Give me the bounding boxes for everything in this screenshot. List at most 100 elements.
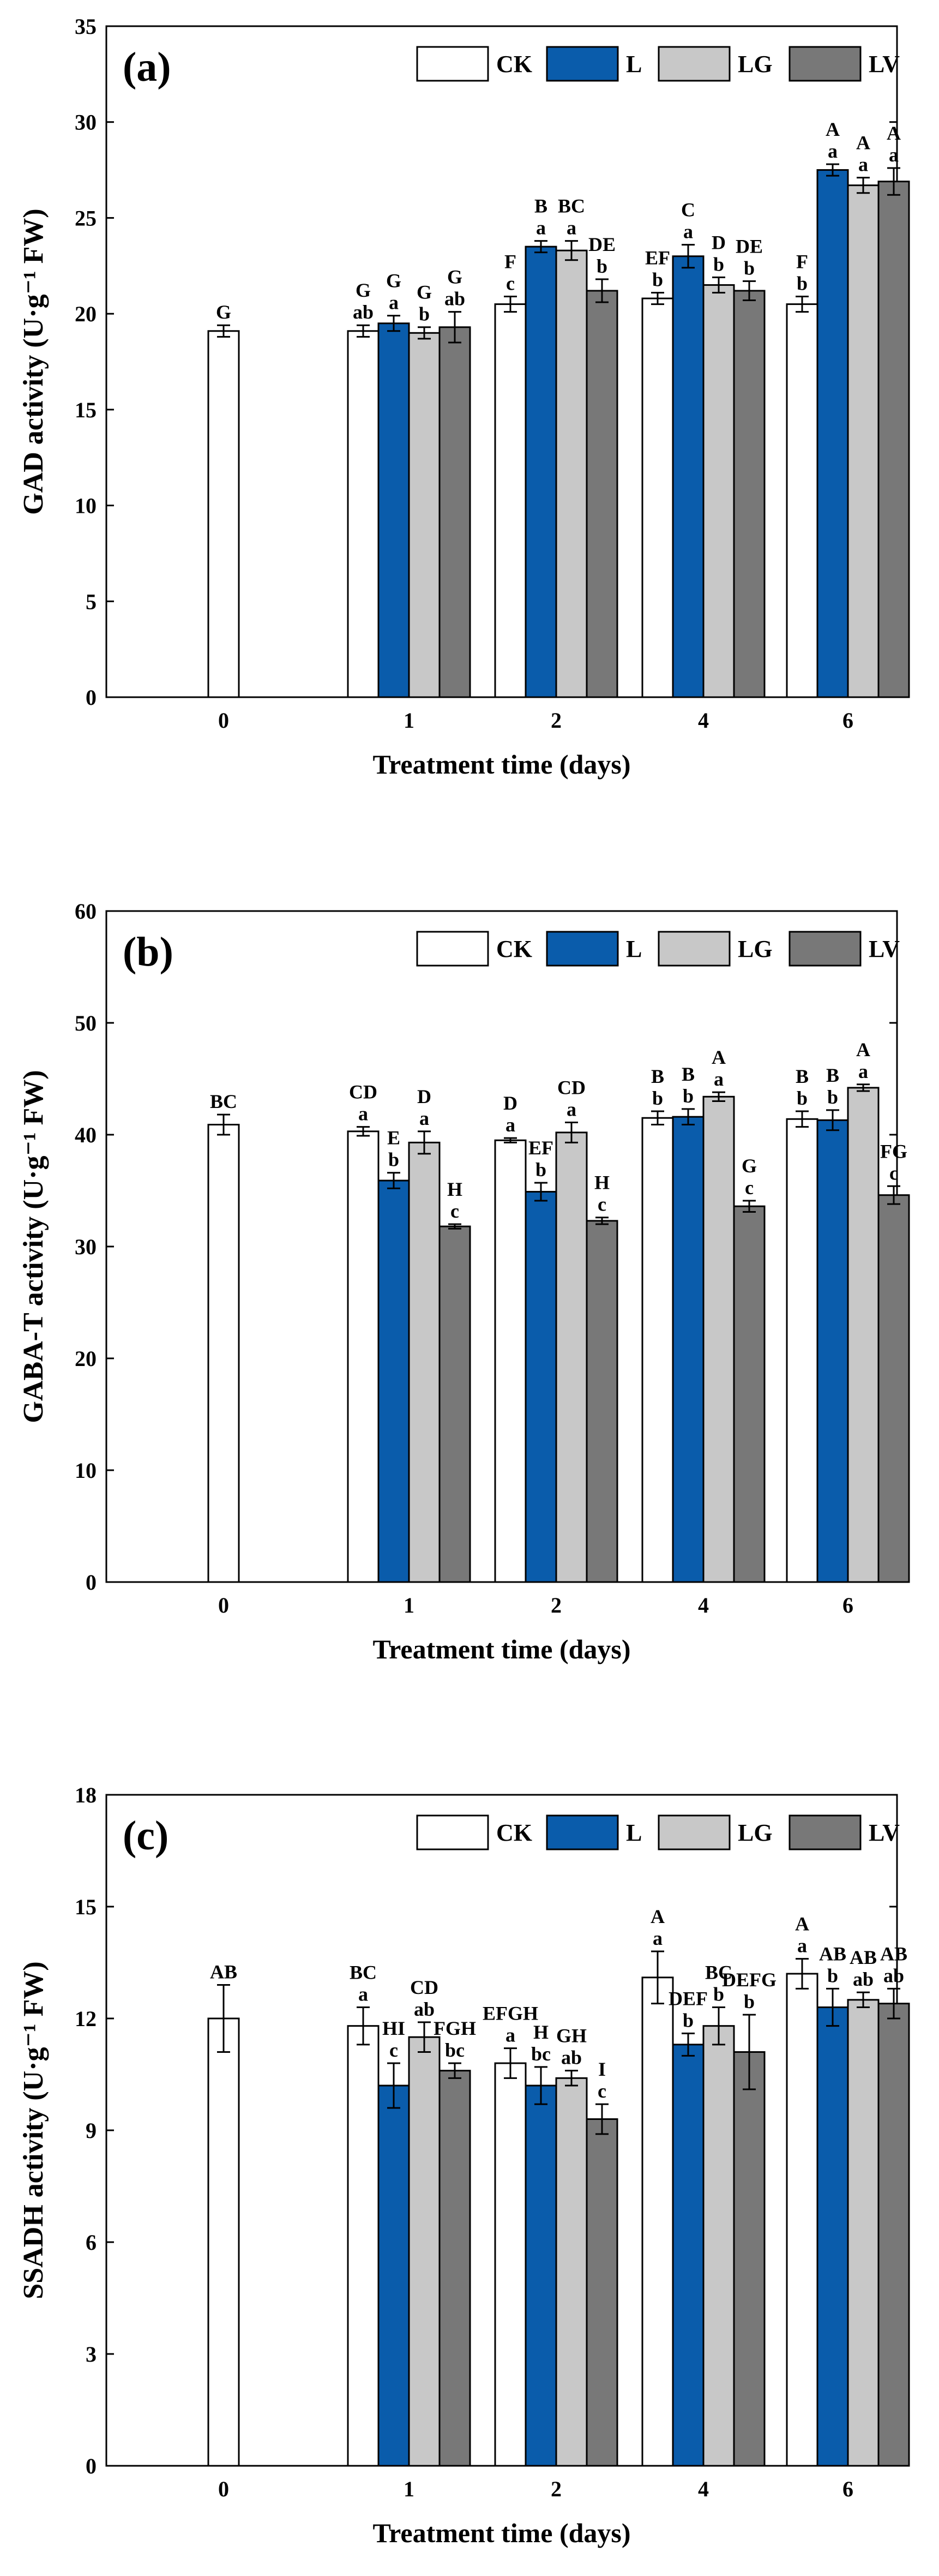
legend-label: LG (738, 1819, 773, 1846)
bar-ck-2 (494, 1139, 527, 1583)
significance-upper: G (356, 279, 371, 301)
y-tick-label: 9 (86, 2118, 97, 2143)
significance-lower: a (889, 144, 899, 166)
significance-upper: BC (558, 195, 585, 217)
significance-upper: AB (850, 1946, 877, 1968)
bar-lg-6 (847, 1999, 880, 2467)
significance-lower: b (797, 273, 808, 295)
significance-lower: a (858, 1061, 868, 1082)
significance-upper: G (417, 281, 432, 303)
y-tick-label: 30 (75, 1235, 97, 1259)
legend-swatch-ck (416, 46, 489, 82)
significance-upper: DE (736, 235, 763, 257)
significance-upper: CD (557, 1076, 586, 1098)
bar-ck-2 (494, 2062, 527, 2467)
bar-lv-4 (733, 290, 766, 698)
x-tick-label: 2 (551, 2477, 562, 2501)
significance-upper: BC (210, 1091, 237, 1112)
significance-upper: D (417, 1086, 431, 1107)
y-tick-label: 0 (86, 2454, 97, 2478)
bar-lg-4 (702, 284, 735, 698)
x-axis-title: Treatment time (days) (372, 1634, 630, 1664)
legend-swatch-l (546, 1814, 619, 1850)
chart-panel-1: 0 10 20 30 40 50 60 0 1 2 4 6 Treatment time (days) G… (18, 899, 910, 1664)
significance-upper: EF (645, 247, 670, 268)
bar-ck-6 (786, 303, 818, 698)
significance-upper: A (826, 118, 840, 140)
x-tick-label: 1 (404, 2477, 414, 2501)
bar-lv-4 (733, 2051, 766, 2467)
legend-swatch-ck (416, 931, 489, 967)
y-tick-label: 15 (75, 1895, 97, 1919)
significance-lower: a (358, 1103, 368, 1125)
bar-ck-2 (494, 303, 527, 698)
y-tick-label: 10 (75, 494, 97, 518)
significance-lower: c (506, 273, 515, 295)
significance-lower: c (745, 1177, 754, 1199)
significance-upper: A (856, 1039, 870, 1061)
legend-swatch-lv (788, 46, 862, 82)
significance-lower: b (827, 1964, 838, 1986)
legend-swatch-lv (788, 931, 862, 967)
y-tick-label: 20 (75, 1346, 97, 1371)
significance-upper: A (651, 1906, 665, 1927)
y-tick-label: 5 (86, 589, 97, 614)
legend-swatch-lg (658, 46, 731, 82)
bar-ck-0 (207, 330, 240, 698)
legend-label: CK (496, 51, 532, 77)
legend-swatch-ck (416, 1814, 489, 1850)
y-tick-label: 15 (75, 398, 97, 422)
significance-lower: c (450, 1200, 459, 1222)
significance-upper: EFGH (483, 2003, 538, 2024)
y-tick-label: 0 (86, 1570, 97, 1595)
bar-lg-6 (847, 184, 880, 698)
significance-upper: AB (819, 1943, 846, 1964)
bar-lg-1 (408, 1141, 441, 1583)
significance-upper: G (216, 301, 231, 323)
significance-lower: a (567, 217, 576, 239)
bar-l-4 (672, 255, 705, 698)
bar-lv-2 (586, 1220, 618, 1583)
bar-lg-2 (555, 1131, 588, 1583)
significance-lower: b (597, 255, 607, 277)
legend-label: LV (869, 936, 900, 962)
x-tick-label: 4 (698, 708, 709, 733)
bar-l-1 (377, 2084, 410, 2467)
significance-lower: a (389, 292, 399, 314)
y-tick-label: 35 (75, 14, 97, 39)
significance-upper: H (594, 1172, 610, 1194)
significance-upper: D (712, 231, 726, 253)
significance-upper: H (533, 2021, 549, 2043)
significance-lower: b (744, 257, 755, 279)
significance-lower: a (358, 1984, 368, 2005)
legend-label: L (626, 51, 642, 77)
significance-lower: bc (531, 2043, 551, 2065)
significance-upper: BC (350, 1962, 377, 1984)
x-tick-label: 1 (404, 1593, 414, 1618)
x-tick-label: 6 (842, 2477, 853, 2501)
legend-swatch-l (546, 46, 619, 82)
significance-upper: CD (349, 1081, 377, 1103)
x-axis-title: Treatment time (days) (372, 2518, 630, 2548)
x-tick-label: 0 (218, 708, 229, 733)
y-axis-title: GABA-T activity (U·g⁻¹ FW) (18, 1070, 49, 1423)
significance-upper: G (447, 266, 462, 288)
significance-lower: a (683, 221, 693, 243)
bar-ck-6 (786, 1118, 818, 1583)
significance-upper: H (447, 1178, 462, 1200)
significance-upper: B (651, 1065, 664, 1087)
bar-l-2 (525, 245, 557, 698)
significance-upper: F (796, 251, 808, 273)
bar-ck-1 (347, 2025, 380, 2467)
bar-ck-6 (786, 1973, 818, 2467)
significance-upper: C (681, 199, 695, 221)
significance-upper: FG (880, 1140, 907, 1162)
significance-lower: b (535, 1159, 546, 1181)
significance-lower: c (598, 2080, 606, 2102)
bar-lg-1 (408, 2036, 441, 2467)
significance-upper: E (387, 1127, 400, 1149)
significance-lower: a (419, 1107, 429, 1129)
y-tick-label: 3 (86, 2342, 97, 2367)
significance-upper: B (534, 195, 547, 217)
significance-upper: G (742, 1155, 757, 1177)
